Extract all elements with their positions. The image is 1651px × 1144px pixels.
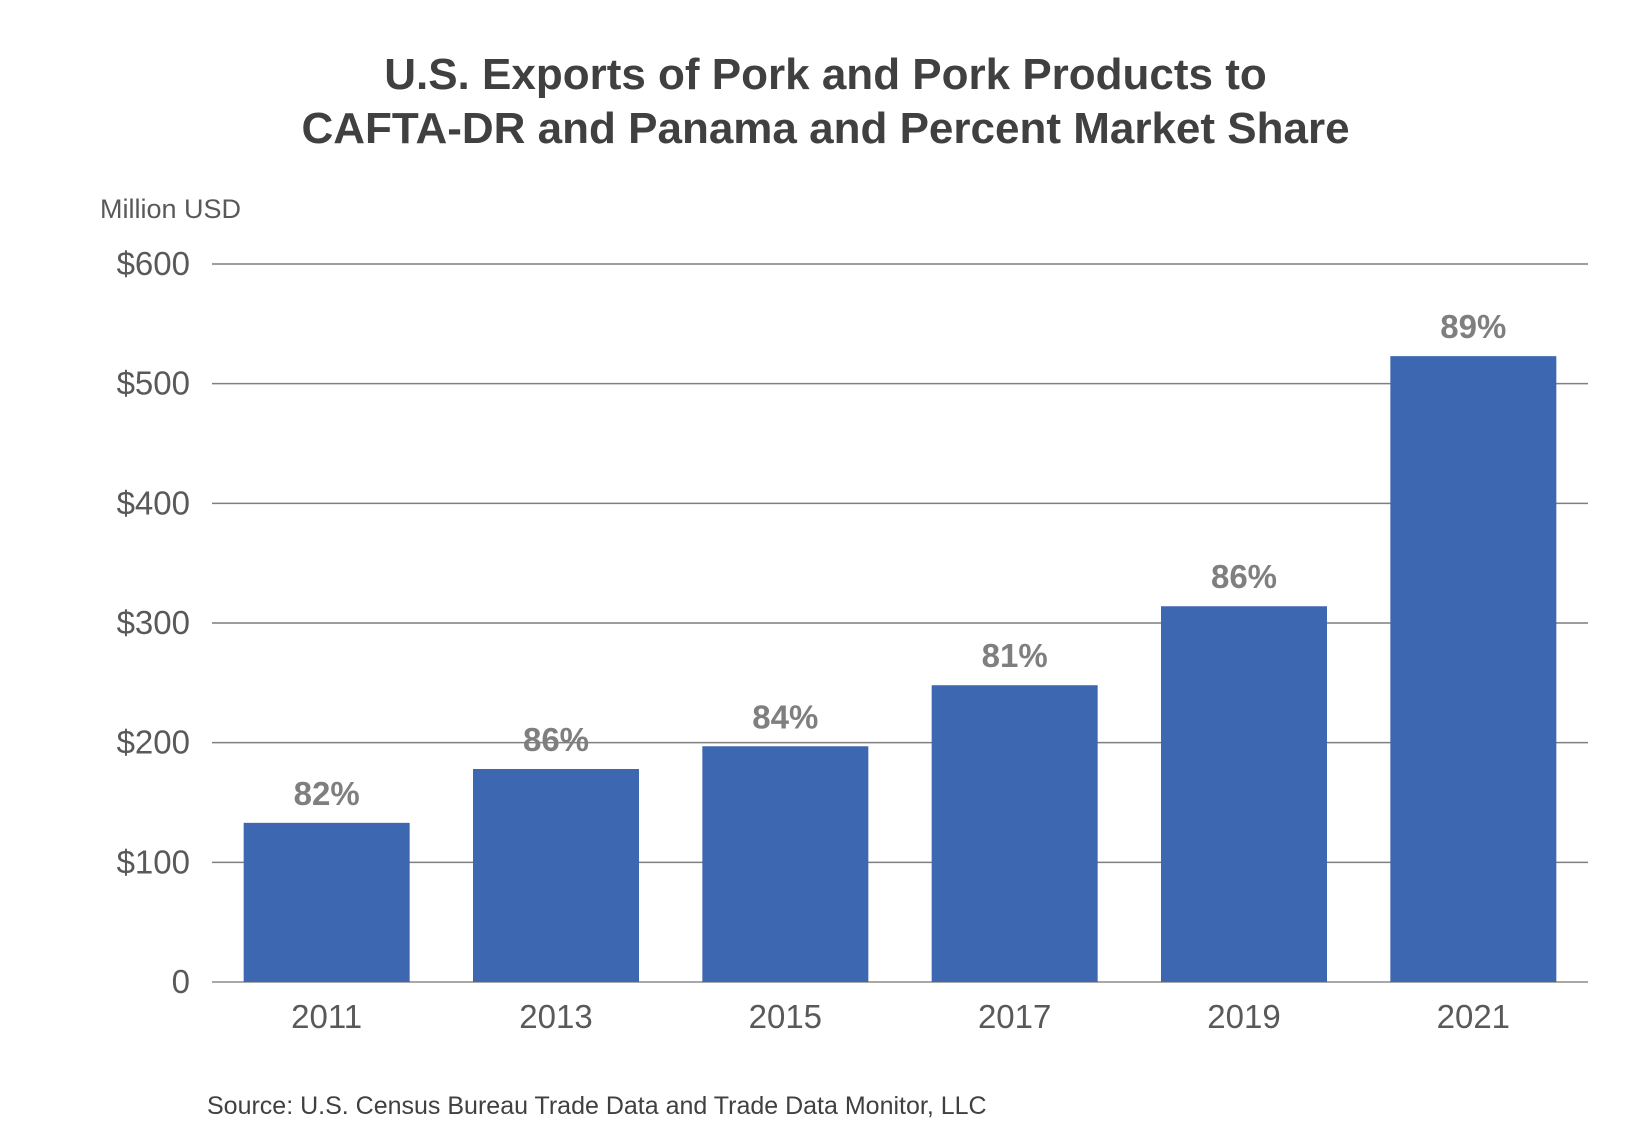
- chart-title-line-2: CAFTA-DR and Panama and Percent Market S…: [301, 104, 1350, 153]
- y-tick-label: $100: [117, 843, 190, 880]
- bar-2017: [931, 685, 1098, 982]
- x-tick-label: 2019: [1207, 998, 1280, 1035]
- data-label: 86%: [523, 721, 589, 758]
- data-label: 86%: [1211, 558, 1277, 595]
- data-label: 89%: [1440, 308, 1506, 345]
- x-tick-label: 2015: [749, 998, 822, 1035]
- bar-2021: [1390, 356, 1557, 983]
- x-tick-label: 2011: [291, 998, 362, 1035]
- bar-2013: [473, 768, 639, 982]
- data-label: 84%: [752, 698, 818, 735]
- bar-2015: [702, 746, 869, 982]
- x-tick-label: 2021: [1437, 998, 1510, 1035]
- y-tick-label: $200: [117, 724, 190, 761]
- y-axis-label: Million USD: [100, 194, 241, 224]
- data-label: 82%: [294, 775, 360, 812]
- x-tick-label: 2017: [978, 998, 1051, 1035]
- x-tick-label: 2013: [519, 998, 592, 1035]
- y-tick-label: $600: [117, 245, 190, 282]
- chart-title: U.S. Exports of Pork and Pork Products t…: [0, 48, 1651, 156]
- chart-title-line-1: U.S. Exports of Pork and Pork Products t…: [384, 50, 1267, 99]
- y-tick-label: $500: [117, 365, 190, 402]
- y-tick-label: 0: [172, 963, 190, 1000]
- bar-2019: [1161, 606, 1327, 982]
- bar-2011: [243, 822, 410, 982]
- data-label: 81%: [982, 637, 1048, 674]
- y-tick-label: $400: [117, 484, 190, 521]
- source-note: Source: U.S. Census Bureau Trade Data an…: [207, 1092, 987, 1120]
- y-tick-label: $300: [117, 604, 190, 641]
